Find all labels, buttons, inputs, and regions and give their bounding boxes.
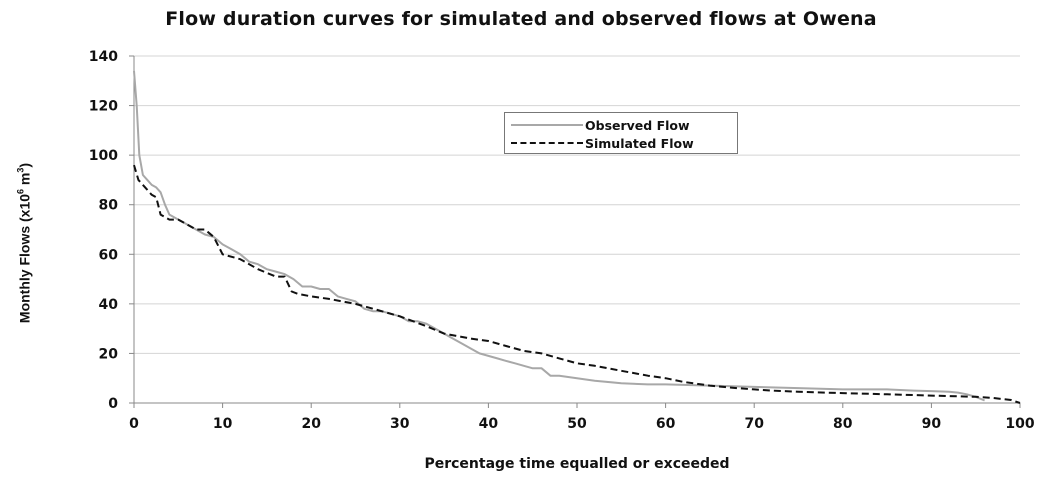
legend-swatch-simulated	[511, 142, 583, 144]
x-tick-label-10: 10	[213, 416, 233, 432]
x-tick-label-30: 30	[390, 416, 410, 432]
legend-label-observed: Observed Flow	[585, 117, 690, 133]
legend-item-simulated: Simulated Flow	[511, 134, 694, 152]
y-tick-label-0: 0	[108, 396, 118, 412]
y-tick-label-20: 20	[99, 346, 119, 362]
y-tick-label-100: 100	[89, 148, 118, 164]
y-tick-label-60: 60	[99, 247, 119, 263]
x-tick-label-70: 70	[744, 416, 764, 432]
x-tick-label-60: 60	[656, 416, 676, 432]
legend-swatch-observed	[511, 124, 583, 126]
chart-title: Flow duration curves for simulated and o…	[165, 8, 877, 30]
x-tick-label-80: 80	[833, 416, 853, 432]
x-tick-label-90: 90	[922, 416, 942, 432]
legend-item-observed: Observed Flow	[511, 116, 690, 134]
legend-label-simulated: Simulated Flow	[585, 135, 694, 151]
series-line-simulated	[133, 164, 1021, 404]
y-tick-label-40: 40	[99, 297, 119, 313]
x-tick-label-100: 100	[1005, 416, 1034, 432]
x-tick-label-0: 0	[129, 416, 139, 432]
y-tick-label-80: 80	[99, 198, 119, 214]
y-tick-label-120: 120	[89, 99, 118, 115]
legend: Observed Flow Simulated Flow	[504, 112, 738, 154]
x-axis-title: Percentage time equalled or exceeded	[424, 456, 730, 472]
x-tick-label-40: 40	[479, 416, 499, 432]
x-tick-label-50: 50	[567, 416, 587, 432]
y-tick-label-140: 140	[89, 49, 118, 65]
x-tick-label-20: 20	[301, 416, 321, 432]
